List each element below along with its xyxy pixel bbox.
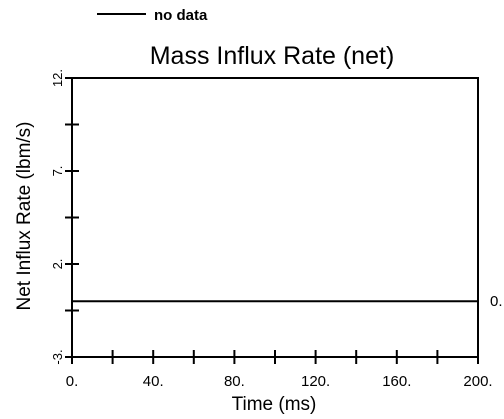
plot-frame: [71, 77, 479, 358]
x-tick-label: 160.: [382, 373, 411, 390]
series-end-label: 0.: [490, 293, 503, 310]
y-tick-label: -3.: [50, 349, 65, 364]
legend-label: no data: [154, 7, 208, 24]
chart-title: Mass Influx Rate (net): [150, 42, 395, 70]
series-layer: 0.: [72, 293, 503, 310]
x-axis: 0. 40. 80. 120. 160. 200.: [66, 350, 493, 390]
y-axis: -3. 2. 7. 12.: [50, 69, 79, 365]
y-tick-label: 12.: [50, 69, 65, 87]
y-tick-label: 2.: [50, 259, 65, 270]
x-tick-label: 40.: [143, 373, 164, 390]
x-tick-label: 0.: [66, 373, 79, 390]
x-tick-label: 80.: [224, 373, 245, 390]
y-tick-label: 7.: [50, 166, 65, 177]
y-axis-label: Net Influx Rate (lbm/s): [14, 122, 35, 311]
legend: no data: [97, 7, 208, 24]
x-axis-label: Time (ms): [232, 394, 317, 415]
x-tick-label: 120.: [301, 373, 330, 390]
x-tick-label: 200.: [463, 373, 492, 390]
